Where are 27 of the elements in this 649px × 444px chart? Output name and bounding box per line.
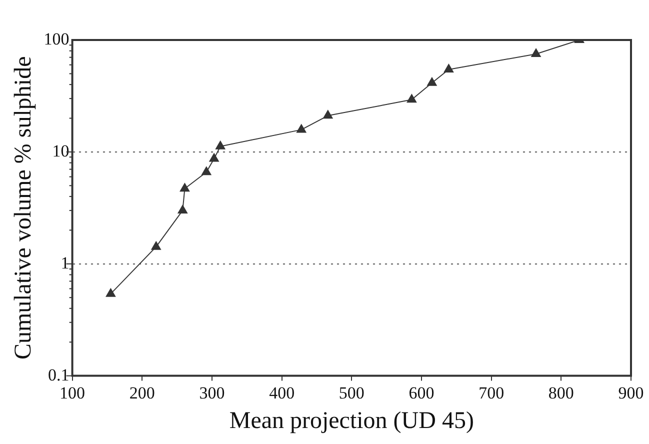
y-tick-label: 10 (52, 141, 70, 160)
point (202, 166, 212, 176)
y-tick-label: 1 (60, 253, 70, 272)
x-tick-label: 200 (129, 383, 155, 402)
x-tick-label: 900 (618, 383, 644, 402)
point (106, 288, 116, 297)
x-axis-title: Mean projection (UD 45) (229, 408, 474, 434)
x-tick-label: 700 (478, 383, 504, 402)
x-tick-label: 800 (548, 383, 574, 402)
point (296, 124, 306, 133)
point (531, 48, 541, 57)
y-axis-title: Cumulative volume % sulphide (10, 56, 37, 360)
point (323, 110, 333, 119)
point (427, 77, 437, 86)
x-tick-label: 400 (269, 383, 295, 402)
point (180, 183, 190, 192)
point (216, 140, 226, 150)
point (151, 241, 161, 250)
x-tick-label: 600 (408, 383, 434, 402)
point (178, 204, 188, 214)
point (209, 153, 219, 162)
x-tick-label: 500 (338, 383, 364, 402)
y-tick-label: 100 (44, 29, 70, 48)
point (444, 64, 454, 73)
point (406, 94, 417, 103)
x-tick-label: 300 (199, 383, 225, 402)
y-tick-label: 0.1 (48, 365, 70, 384)
